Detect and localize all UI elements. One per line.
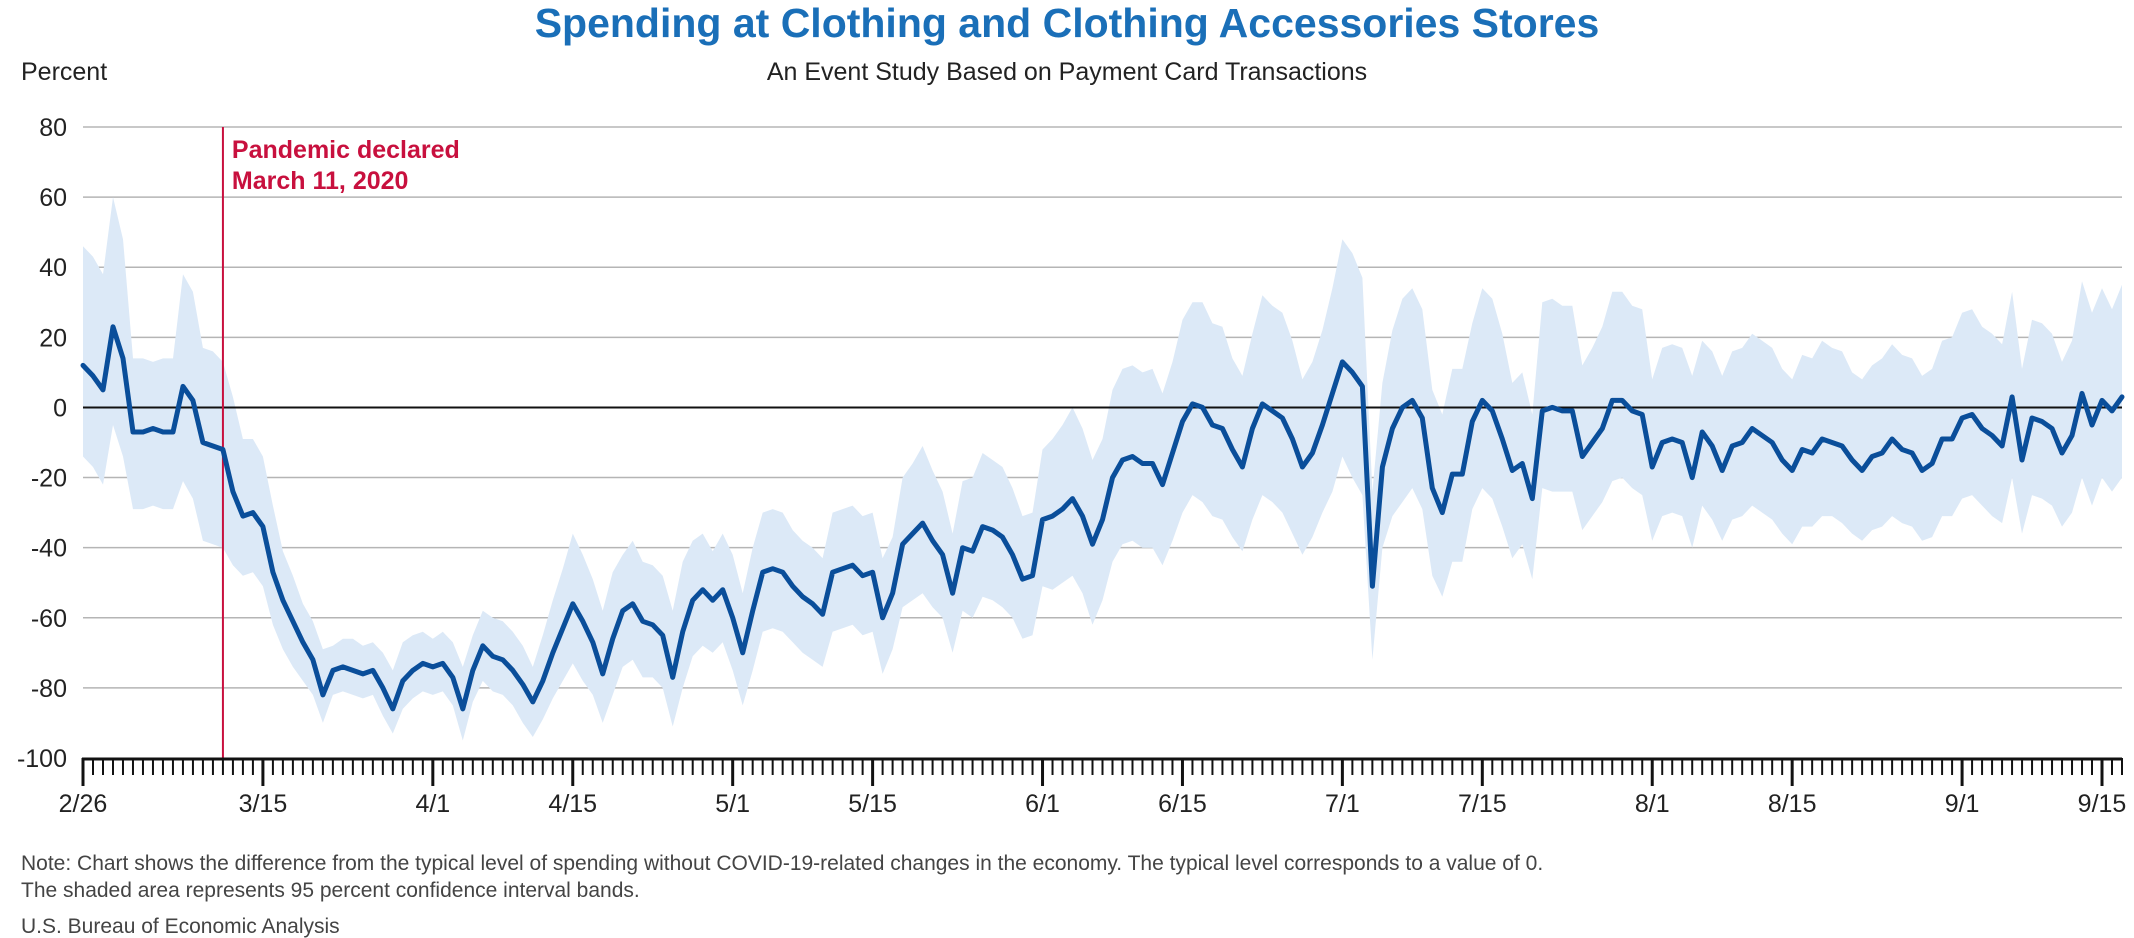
confidence-band-group <box>83 197 2122 741</box>
confidence-band <box>83 197 2122 741</box>
event-marker-group: Pandemic declared March 11, 2020 <box>221 127 460 758</box>
y-tick-label: 0 <box>53 394 67 422</box>
y-tick-label: -40 <box>31 535 67 563</box>
series-line <box>80 324 2125 712</box>
x-tick-label: 9/1 <box>1945 790 1980 818</box>
x-tick-label: 4/1 <box>415 790 450 818</box>
y-tick-label: 40 <box>39 254 67 282</box>
line-chart: Pandemic declared March 11, 2020 80 60 40 20… <box>17 114 2127 818</box>
x-tick-label: 5/15 <box>848 790 897 818</box>
x-axis: 2/26 3/15 4/1 4/15 5/1 5/15 6/1 6/15 7/1 7/15 8/1 8… <box>59 757 2127 818</box>
note-line-1: Note: Chart shows the difference from th… <box>21 852 1544 875</box>
x-tick-label: 6/15 <box>1158 790 1207 818</box>
y-tick-labels: 80 60 40 20 0 -20 -40 -60 -80 -100 <box>17 114 67 773</box>
x-tick-label: 5/1 <box>715 790 750 818</box>
x-tick-label: 7/15 <box>1458 790 1507 818</box>
y-tick-label: -100 <box>17 745 67 773</box>
x-tick-label: 4/15 <box>548 790 597 818</box>
x-tick-label: 6/1 <box>1025 790 1060 818</box>
source-credit: U.S. Bureau of Economic Analysis <box>21 915 340 938</box>
event-label-line-2: March 11, 2020 <box>232 167 409 195</box>
y-tick-label: 60 <box>39 184 67 212</box>
chart-subtitle: An Event Study Based on Payment Card Tra… <box>766 58 1368 86</box>
chart-note: Note: Chart shows the difference from th… <box>21 850 1543 904</box>
y-axis-label: Percent <box>21 58 108 86</box>
x-tick-label: 8/15 <box>1768 790 1817 818</box>
note-line-2: The shaded area represents 95 percent co… <box>21 879 640 902</box>
x-tick-label: 9/15 <box>2078 790 2127 818</box>
y-tick-label: 80 <box>39 114 67 142</box>
x-tick-label: 7/1 <box>1325 790 1360 818</box>
event-label-line-1: Pandemic declared <box>232 136 460 164</box>
y-tick-label: 20 <box>39 324 67 352</box>
series-group <box>80 324 2125 712</box>
x-tick-label: 3/15 <box>239 790 288 818</box>
y-tick-label: -60 <box>31 605 67 633</box>
y-tick-label: -80 <box>31 675 67 703</box>
y-tick-label: -20 <box>31 465 67 493</box>
x-tick-label: 8/1 <box>1635 790 1670 818</box>
x-tick-label: 2/26 <box>59 790 108 818</box>
chart-title: Spending at Clothing and Clothing Access… <box>534 0 1600 46</box>
